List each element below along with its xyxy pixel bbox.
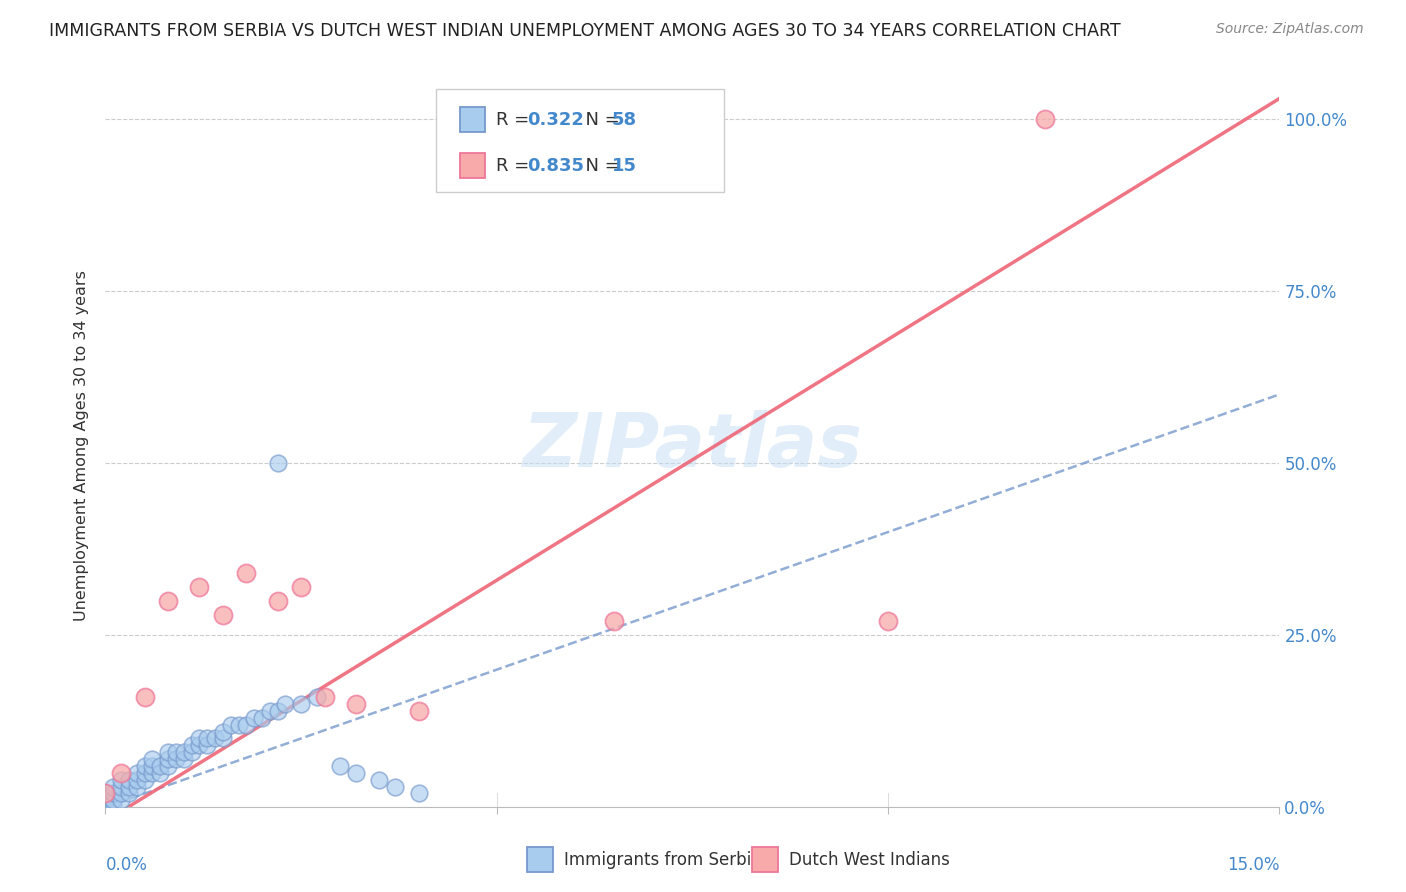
Text: Dutch West Indians: Dutch West Indians	[789, 851, 949, 869]
Y-axis label: Unemployment Among Ages 30 to 34 years: Unemployment Among Ages 30 to 34 years	[73, 270, 89, 622]
Text: Source: ZipAtlas.com: Source: ZipAtlas.com	[1216, 22, 1364, 37]
Text: Immigrants from Serbia: Immigrants from Serbia	[564, 851, 761, 869]
Text: R =: R =	[496, 157, 536, 175]
Text: IMMIGRANTS FROM SERBIA VS DUTCH WEST INDIAN UNEMPLOYMENT AMONG AGES 30 TO 34 YEA: IMMIGRANTS FROM SERBIA VS DUTCH WEST IND…	[49, 22, 1121, 40]
Text: 0.0%: 0.0%	[105, 856, 148, 874]
Text: N =: N =	[574, 111, 626, 128]
Text: R =: R =	[496, 111, 536, 128]
Text: 58: 58	[612, 111, 637, 128]
Text: 0.835: 0.835	[527, 157, 585, 175]
Text: N =: N =	[574, 157, 626, 175]
Text: 0.322: 0.322	[527, 111, 583, 128]
Text: 15.0%: 15.0%	[1227, 856, 1279, 874]
Text: ZIPatlas: ZIPatlas	[523, 409, 862, 483]
Text: 15: 15	[612, 157, 637, 175]
